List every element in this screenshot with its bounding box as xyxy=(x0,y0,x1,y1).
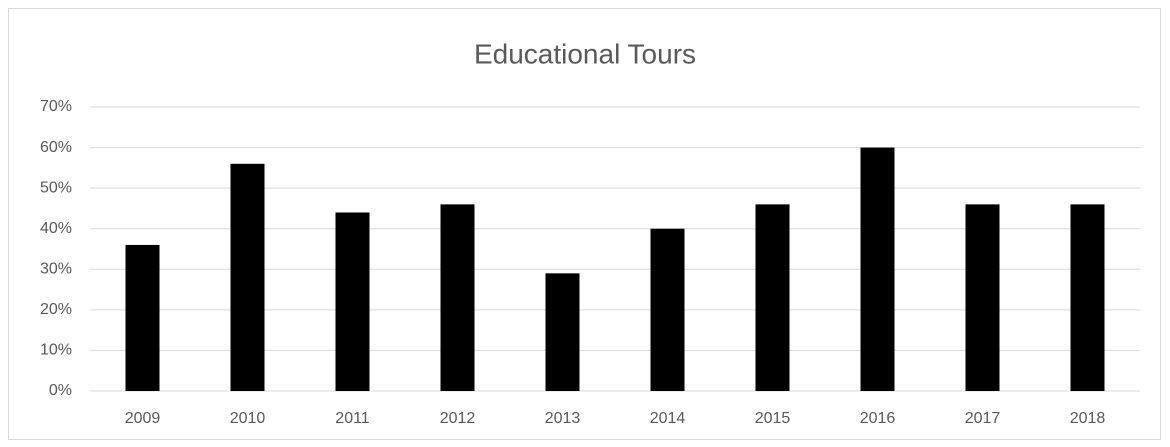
x-tick-label: 2009 xyxy=(125,410,161,427)
y-tick-label: 20% xyxy=(40,301,72,318)
y-tick-label: 50% xyxy=(40,179,72,196)
bar xyxy=(860,147,895,391)
bar xyxy=(1070,204,1105,391)
x-tick-label: 2017 xyxy=(965,410,1001,427)
x-tick-label: 2016 xyxy=(860,410,896,427)
y-tick-label: 10% xyxy=(40,342,72,359)
bar xyxy=(755,204,790,391)
bar xyxy=(440,204,475,391)
y-tick-label: 40% xyxy=(40,220,72,237)
y-tick-label: 60% xyxy=(40,139,72,156)
chart-title: Educational Tours xyxy=(474,38,696,69)
x-tick-label: 2013 xyxy=(545,410,581,427)
x-tick-label: 2018 xyxy=(1070,410,1106,427)
bar xyxy=(230,163,265,391)
y-tick-label: 0% xyxy=(49,382,72,399)
y-tick-label: 30% xyxy=(40,261,72,278)
x-tick-label: 2015 xyxy=(755,410,791,427)
y-tick-label: 70% xyxy=(40,98,72,115)
x-tick-label: 2010 xyxy=(230,410,266,427)
x-tick-label: 2014 xyxy=(650,410,686,427)
bar xyxy=(650,228,685,391)
x-tick-label: 2012 xyxy=(440,410,476,427)
bar xyxy=(125,244,160,391)
bar xyxy=(965,204,1000,391)
bar xyxy=(335,212,370,391)
bar xyxy=(545,273,580,391)
x-tick-label: 2011 xyxy=(335,410,370,427)
